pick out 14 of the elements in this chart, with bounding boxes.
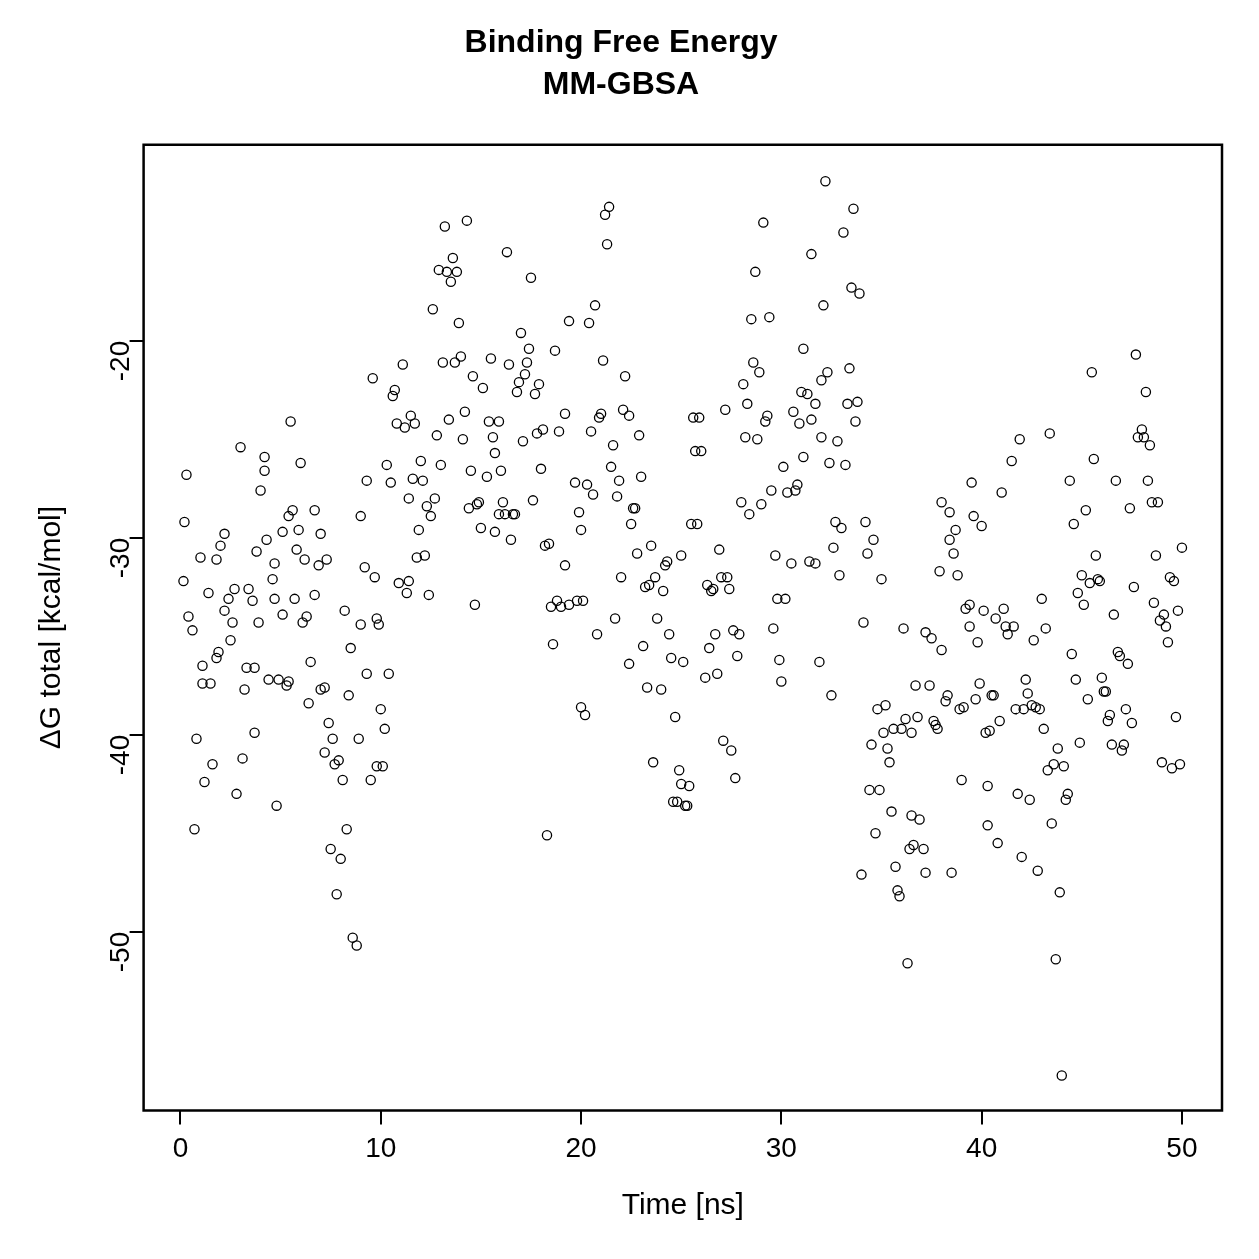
x-tick-label: 20: [565, 1131, 597, 1163]
x-tick-label: 10: [365, 1131, 397, 1163]
y-tick-label: -40: [104, 734, 136, 776]
y-tick-label: -20: [104, 340, 136, 382]
chart-title: Binding Free Energy: [464, 23, 778, 60]
x-tick-label: 0: [172, 1131, 189, 1163]
y-tick-label: -50: [104, 931, 136, 973]
x-tick-label: 30: [765, 1131, 797, 1163]
chart-subtitle: MM-GBSA: [542, 65, 700, 102]
y-tick-label: -30: [104, 537, 136, 579]
x-tick-label: 40: [966, 1131, 998, 1163]
x-axis-title: Time [ns]: [621, 1187, 744, 1221]
x-tick-label: 50: [1166, 1131, 1198, 1163]
y-axis-title: ΔG total [kcal/mol]: [33, 505, 67, 750]
